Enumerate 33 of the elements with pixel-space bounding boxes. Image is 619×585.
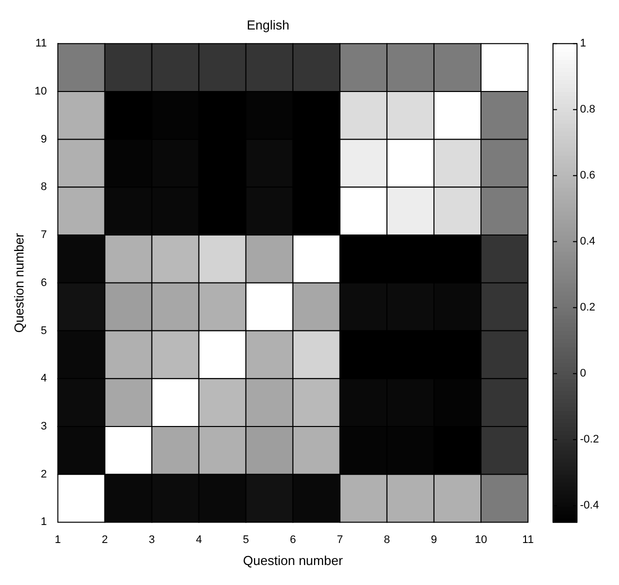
color-bar-label: 1 [580,38,586,50]
y-tick-label: 9 [40,133,47,146]
y-tick-label: 3 [40,420,47,433]
y-axis-title: Question number [11,232,26,333]
y-tick-label: 6 [40,276,47,289]
y-tick-label: 11 [35,38,47,50]
x-tick-label: 11 [522,534,534,546]
x-tick-label: 9 [430,534,438,546]
y-tick-label: 4 [40,372,47,385]
x-tick-label: 7 [336,534,343,546]
chart-title: English [246,17,290,32]
color-bar-label: 0.2 [580,302,596,314]
x-tick-label: 4 [196,534,202,546]
color-bar-label: -0.2 [580,434,599,446]
color-bar-label: -0.4 [580,500,599,512]
x-tick-label: 10 [474,534,488,546]
color-bar-label: 0.4 [580,236,596,248]
color-bar-label: 0.8 [580,104,596,116]
y-tick-label: 8 [40,181,47,194]
x-tick-label: 6 [290,534,296,546]
y-tick-label: 2 [40,468,47,480]
y-tick-label: 1 [40,516,47,528]
y-tick-label: 5 [40,324,47,337]
x-tick-label: 3 [148,534,155,546]
x-tick-label: 1 [54,534,61,546]
color-bar-label: 0 [580,368,586,380]
x-axis-title: Question number [243,552,344,568]
y-tick-label: 10 [34,85,47,98]
x-tick-label: 2 [102,534,108,546]
color-bar-label: 0.6 [580,170,596,182]
x-tick-label: 8 [384,534,390,546]
x-tick-label: 5 [242,534,249,546]
y-tick-label: 7 [40,229,47,242]
